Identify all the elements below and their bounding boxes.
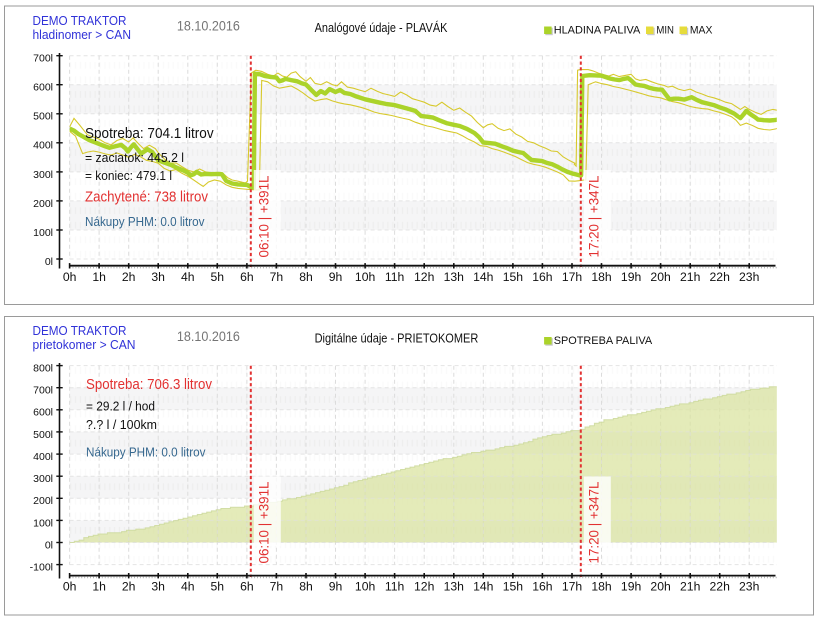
svg-text:300l: 300l [33,473,53,485]
svg-text:06:10 | +391L: 06:10 | +391L [256,175,272,257]
svg-text:200l: 200l [33,495,53,507]
svg-text:3h: 3h [151,270,165,284]
svg-text:-100l: -100l [30,562,53,574]
svg-text:1h: 1h [92,270,106,284]
svg-text:12h: 12h [414,270,434,284]
svg-text:1h: 1h [92,580,106,594]
svg-text:MAX: MAX [690,25,713,37]
svg-text:700l: 700l [33,385,53,397]
svg-text:11h: 11h [385,270,404,284]
svg-text:16h: 16h [532,270,552,284]
svg-text:12h: 12h [414,580,434,594]
svg-text:14h: 14h [473,270,493,284]
svg-text:22h: 22h [710,270,730,284]
svg-text:14h: 14h [473,580,493,594]
svg-text:500l: 500l [33,111,53,123]
svg-text:15h: 15h [503,270,523,284]
svg-text:21h: 21h [680,270,700,284]
svg-text:19h: 19h [621,270,641,284]
svg-text:06:10 | +391L: 06:10 | +391L [256,481,272,563]
svg-text:Analógové údaje - PLAVÁK: Analógové údaje - PLAVÁK [315,20,448,35]
svg-text:0h: 0h [63,270,77,284]
svg-text:0l: 0l [45,539,53,551]
svg-text:0h: 0h [63,580,77,594]
svg-text:7h: 7h [270,270,284,284]
svg-text:?.? l / 100km: ?.? l / 100km [86,417,157,432]
svg-text:400l: 400l [33,451,53,463]
svg-text:100l: 100l [33,227,53,239]
svg-text:23h: 23h [739,270,759,284]
svg-text:16h: 16h [532,580,552,594]
svg-text:Zachytené: 738 litrov: Zachytené: 738 litrov [85,190,209,206]
svg-text:10h: 10h [355,270,375,284]
svg-text:2h: 2h [122,580,136,594]
svg-text:3h: 3h [151,580,165,594]
svg-text:SPOTREBA PALIVA: SPOTREBA PALIVA [554,335,653,347]
svg-text:800l: 800l [33,363,53,375]
svg-text:600l: 600l [33,407,53,419]
svg-text:11h: 11h [385,580,404,594]
svg-text:23h: 23h [739,580,759,594]
svg-text:8h: 8h [299,270,313,284]
svg-text:10h: 10h [355,580,375,594]
svg-text:DEMO TRAKTOR: DEMO TRAKTOR [33,14,127,28]
svg-text:13h: 13h [444,270,464,284]
svg-text:Spotreba: 704.1 litrov: Spotreba: 704.1 litrov [85,126,214,142]
svg-text:= zaciatok: 445.2 l: = zaciatok: 445.2 l [85,150,184,165]
svg-text:MIN: MIN [656,25,674,37]
svg-text:200l: 200l [33,198,53,210]
svg-text:5h: 5h [211,270,225,284]
svg-text:6h: 6h [240,580,254,594]
svg-text:13h: 13h [444,580,464,594]
svg-text:4h: 4h [181,580,195,594]
svg-text:300l: 300l [33,169,53,181]
svg-text:500l: 500l [33,429,53,441]
svg-text:22h: 22h [710,580,730,594]
svg-text:15h: 15h [503,580,523,594]
svg-text:Nákupy PHM: 0.0 litrov: Nákupy PHM: 0.0 litrov [85,214,205,229]
svg-text:7h: 7h [270,580,284,594]
svg-text:400l: 400l [33,140,53,152]
svg-text:18.10.2016: 18.10.2016 [177,19,240,34]
svg-text:0l: 0l [45,256,53,268]
svg-text:hladinomer > CAN: hladinomer > CAN [33,28,132,42]
svg-text:17h: 17h [562,580,582,594]
svg-text:9h: 9h [329,270,343,284]
svg-text:100l: 100l [33,517,53,529]
svg-text:19h: 19h [621,580,641,594]
svg-text:600l: 600l [33,82,53,94]
svg-text:21h: 21h [680,580,700,594]
svg-text:2h: 2h [122,270,136,284]
svg-text:Nákupy PHM: 0.0 litrov: Nákupy PHM: 0.0 litrov [86,445,206,460]
svg-text:17:20 | +347L: 17:20 | +347L [586,481,602,563]
svg-text:20h: 20h [650,270,670,284]
svg-text:18h: 18h [591,580,611,594]
svg-text:5h: 5h [211,580,225,594]
svg-text:700l: 700l [33,53,53,65]
svg-text:Spotreba: 706.3 litrov: Spotreba: 706.3 litrov [86,377,213,393]
svg-text:= 29.2 l / hod: = 29.2 l / hod [86,398,155,413]
svg-text:Digitálne údaje - PRIETOKOMER: Digitálne údaje - PRIETOKOMER [315,331,479,345]
svg-text:9h: 9h [329,580,343,594]
svg-text:18.10.2016: 18.10.2016 [177,329,240,344]
svg-text:18h: 18h [591,270,611,284]
svg-text:17h: 17h [562,270,582,284]
svg-text:= koniec: 479.1 l: = koniec: 479.1 l [85,168,172,183]
svg-text:8h: 8h [299,580,313,594]
svg-text:DEMO TRAKTOR: DEMO TRAKTOR [33,324,127,338]
svg-text:HLADINA PALIVA: HLADINA PALIVA [554,25,641,37]
svg-text:17:20 | +347L: 17:20 | +347L [586,175,602,257]
svg-text:4h: 4h [181,270,195,284]
svg-text:20h: 20h [650,580,670,594]
svg-text:prietokomer > CAN: prietokomer > CAN [33,338,136,352]
svg-text:6h: 6h [240,270,254,284]
